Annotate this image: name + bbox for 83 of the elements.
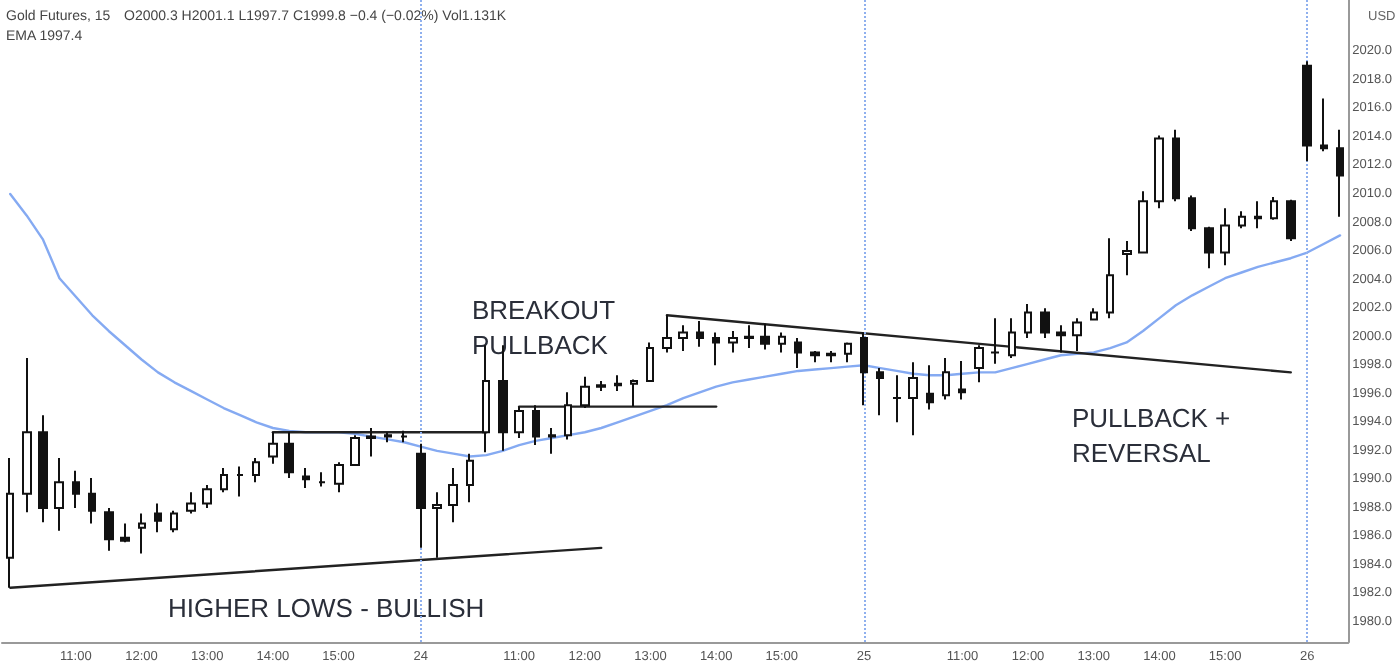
candlestick [186, 491, 196, 515]
candlestick [448, 466, 458, 524]
candlestick [614, 374, 622, 392]
candlestick [1072, 317, 1082, 352]
candlestick [1302, 60, 1312, 163]
candlestick [1040, 307, 1050, 340]
candlestick [154, 502, 162, 534]
candlestick [646, 341, 654, 382]
candlestick [104, 506, 114, 552]
candlestick [826, 349, 836, 364]
candlestick [400, 429, 408, 444]
candlestick [596, 379, 606, 392]
candlestick [728, 329, 738, 354]
candlestick [548, 427, 556, 455]
candlestick [942, 357, 950, 401]
candlestick [1090, 307, 1098, 321]
candlestick [38, 414, 48, 524]
candlestick [466, 452, 474, 504]
candlestick [1122, 240, 1132, 277]
candlestick [844, 341, 852, 364]
candlestick [220, 466, 228, 494]
candlestick [54, 456, 64, 532]
candlestick [678, 324, 688, 352]
candlestick [990, 317, 1000, 365]
candlestick [302, 466, 310, 489]
candlestick [318, 471, 326, 488]
candlestick [252, 456, 260, 484]
candlestick [1220, 207, 1230, 267]
candlestick [1056, 324, 1066, 354]
candlestick [1138, 190, 1148, 254]
candlestick [202, 484, 212, 509]
candlestick [532, 404, 540, 447]
candlestick [580, 375, 590, 410]
candlestick [1172, 128, 1180, 203]
candlestick [712, 331, 720, 367]
candlestick [514, 405, 524, 439]
candlestick [1238, 210, 1246, 230]
candlestick [958, 359, 966, 401]
candlestick [696, 320, 704, 348]
candlestick [1188, 194, 1196, 233]
candlestick [564, 391, 572, 441]
annotation: PULLBACK + REVERSAL [1072, 402, 1231, 468]
candlestick [236, 465, 244, 498]
candlestick [662, 314, 672, 354]
candlestick [974, 344, 984, 384]
candlestick [416, 442, 426, 549]
candlestick [72, 469, 80, 509]
candlestick [334, 461, 344, 494]
candlestick [744, 324, 754, 350]
candlestick [1336, 128, 1344, 218]
candlestick [120, 522, 130, 544]
candlestick [384, 431, 392, 444]
candlestick [760, 322, 770, 351]
annotation: BREAKOUT PULLBACK [472, 294, 616, 360]
candlestick [778, 331, 786, 354]
candlestick [350, 434, 360, 467]
candlestick [1024, 302, 1032, 340]
candlestick [6, 456, 14, 589]
candlestick [88, 476, 96, 525]
candlestick [268, 431, 278, 465]
candlestick [794, 337, 802, 370]
candlestick [138, 512, 146, 555]
annotation: HIGHER LOWS - BULLISH [168, 592, 485, 623]
candlestick [1154, 134, 1164, 210]
candlestick [908, 361, 918, 437]
candlestick [1106, 237, 1114, 320]
candlestick [1254, 200, 1262, 230]
candlestick [1008, 317, 1016, 360]
candlestick [1270, 195, 1278, 221]
candlestick [284, 431, 294, 479]
candlestick [1204, 225, 1214, 270]
candlestick [810, 349, 820, 364]
candlestick [630, 378, 638, 408]
candlestick [926, 364, 934, 411]
candlestick [876, 367, 884, 417]
candlestick [1286, 198, 1296, 243]
candlestick [860, 331, 868, 407]
candlestick [366, 427, 376, 458]
candlestick [432, 491, 442, 559]
candlestick [170, 509, 178, 534]
candlestick [892, 374, 902, 424]
candlestick [1320, 97, 1328, 153]
candlestick [22, 357, 32, 514]
